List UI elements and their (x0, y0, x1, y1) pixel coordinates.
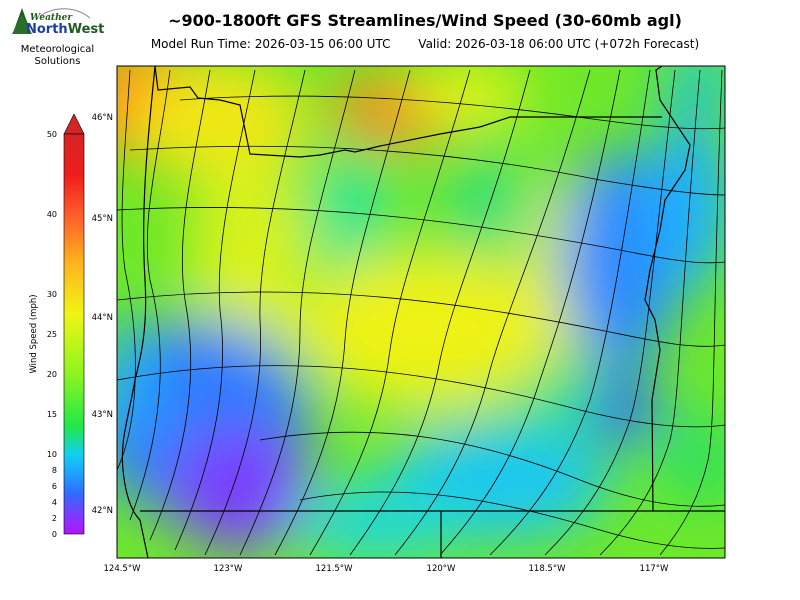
lon-label-118-5: 118.5°W (529, 564, 567, 574)
lon-labels: 124.5°W 123°W 121.5°W 120°W 118.5°W 117°… (104, 564, 670, 574)
lon-label-123: 123°W (214, 564, 243, 574)
cb-tick-4: 4 (52, 498, 57, 507)
cb-tick-20: 20 (47, 370, 57, 379)
lat-label-43: 43°N (92, 410, 113, 420)
map-title: ~900-1800ft GFS Streamlines/Wind Speed (… (168, 11, 682, 30)
wind-speed-field (117, 66, 725, 558)
state-borders (121, 66, 725, 558)
logo-line-1: Meteorological (20, 44, 95, 55)
map-subtitle: Model Run Time: 2026-03-15 06:00 UTC Val… (100, 37, 750, 51)
logo-brand-top: Weather (30, 13, 73, 23)
lon-label-120: 120°W (427, 564, 456, 574)
cb-tick-30: 30 (47, 290, 57, 299)
lat-labels: 46°N 45°N 44°N 43°N 42°N (92, 113, 113, 516)
cb-tick-0: 0 (52, 530, 57, 539)
cb-tick-8: 8 (52, 466, 57, 475)
lon-label-124-5: 124.5°W (104, 564, 142, 574)
cb-tick-6: 6 (52, 482, 57, 491)
cb-tick-10: 10 (47, 450, 57, 459)
cb-tick-2: 2 (52, 514, 57, 523)
cb-tick-15: 15 (47, 410, 57, 419)
cb-tick-40: 40 (47, 210, 57, 219)
lat-label-42: 42°N (92, 506, 113, 516)
logo-line-2: Solutions (34, 56, 81, 67)
svg-text:NorthWest: NorthWest (26, 22, 104, 37)
lon-label-121-5: 121.5°W (316, 564, 354, 574)
lat-label-45: 45°N (92, 214, 113, 224)
colorbar: 0 2 4 6 8 10 15 20 25 30 40 50 Wind Spee… (29, 113, 85, 539)
logo: Weather NorthWest (12, 8, 104, 37)
logo-brand-north: North (26, 22, 68, 37)
lon-label-117: 117°W (640, 564, 669, 574)
logo-caption: Meteorological Solutions (0, 44, 115, 68)
model-run-time: Model Run Time: 2026-03-15 06:00 UTC (150, 37, 391, 51)
valid-time: Valid: 2026-03-18 06:00 UTC (+072h Forec… (418, 37, 700, 51)
streamlines (117, 69, 725, 556)
cb-tick-25: 25 (47, 330, 57, 339)
colorbar-label: Wind Speed (mph) (29, 294, 39, 373)
lat-label-46: 46°N (92, 113, 113, 123)
cb-tick-50: 50 (47, 130, 57, 139)
logo-brand-west: West (68, 22, 105, 37)
lat-label-44: 44°N (92, 313, 113, 323)
